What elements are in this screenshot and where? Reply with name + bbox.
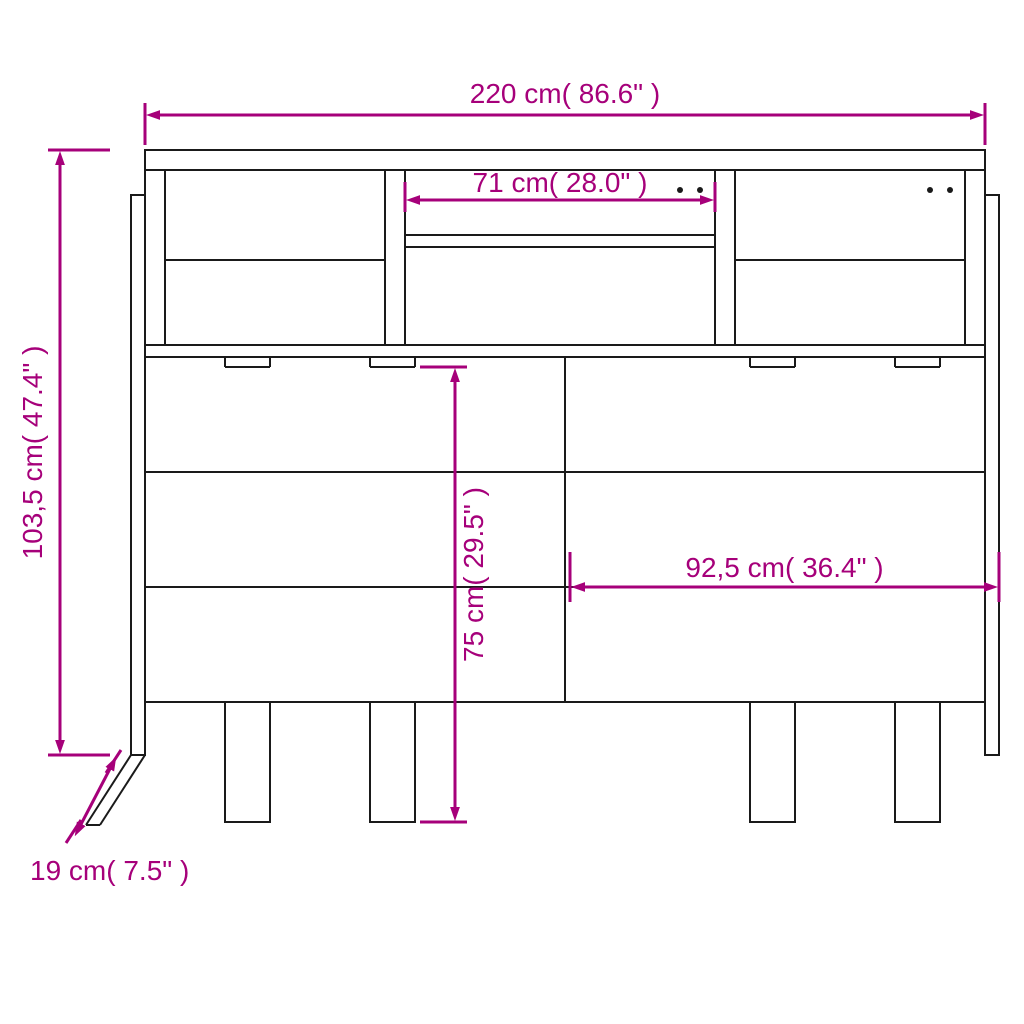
dimension-label: 71 cm( 28.0" ): [473, 167, 648, 198]
dimension-label: 75 cm( 29.5" ): [458, 487, 489, 662]
dimension-label: 220 cm( 86.6" ): [470, 78, 660, 109]
dimension-label: 92,5 cm( 36.4" ): [685, 552, 883, 583]
dimension-label: 19 cm( 7.5" ): [30, 855, 189, 886]
furniture-dimension-diagram: 220 cm( 86.6" ) 71 cm( 28.0" ) 103,5 cm( 4…: [0, 0, 1024, 1024]
dimension-label: 103,5 cm( 47.4" ): [17, 346, 48, 560]
